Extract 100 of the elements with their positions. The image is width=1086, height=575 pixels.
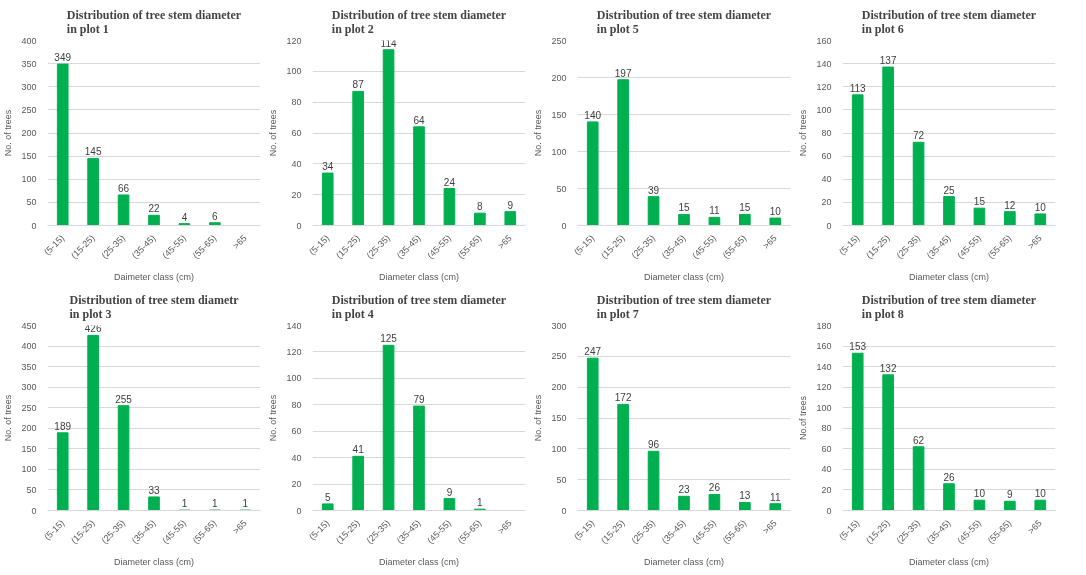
data-label: 255 <box>115 393 133 405</box>
data-label: 125 <box>380 333 398 345</box>
data-label: 10 <box>1034 488 1047 500</box>
y-tick-label: 100 <box>551 443 567 454</box>
y-tick-label: 100 <box>21 174 37 185</box>
x-axis-title: Diameter class (cm) <box>909 272 990 283</box>
data-label: 15 <box>739 202 751 214</box>
chart-title: Distribution of tree stem diameter in plot 2 <box>331 7 507 36</box>
data-label: 153 <box>849 341 867 353</box>
chart-title: Distribution of tree stem diameter in plot 8 <box>861 292 1037 321</box>
data-label: 172 <box>614 392 632 404</box>
x-tick-label: >65 <box>760 232 779 251</box>
data-label: 197 <box>614 67 632 79</box>
y-tick-label: 300 <box>21 81 37 92</box>
y-axis-title: No. of trees <box>3 109 14 157</box>
data-label: 15 <box>678 202 690 214</box>
data-label: 26 <box>708 482 721 494</box>
x-tick-label: >65 <box>1025 517 1044 536</box>
x-axis-title: Diameter class (cm) <box>379 557 460 568</box>
y-tick-label: 40 <box>821 174 832 185</box>
chart-title: Distribution of tree stem diameter in plot 5 <box>596 7 772 36</box>
chart-title: Distribution of tree stem diameter in plot 7 <box>596 292 772 321</box>
x-tick-label: >65 <box>1025 232 1044 251</box>
y-axis-title: No. of trees <box>533 109 544 157</box>
y-tick-label: 350 <box>21 58 37 69</box>
data-label: 26 <box>943 471 955 483</box>
x-axis-title: Diameter class (cm) <box>644 557 725 568</box>
y-tick-label: 50 <box>556 474 567 485</box>
y-tick-label: 50 <box>26 197 37 208</box>
chart-title: Distribution of tree stem diametr in plot 3 <box>69 292 240 321</box>
data-label: 79 <box>413 394 425 406</box>
chart-title: Distribution of tree stem diameter in plot 1 <box>66 7 242 36</box>
y-tick-label: 100 <box>286 373 302 384</box>
data-label: 5 <box>324 491 331 503</box>
y-tick-label: 60 <box>821 443 832 454</box>
data-label: 64 <box>413 114 425 126</box>
y-tick-label: 0 <box>561 505 567 516</box>
y-tick-label: 50 <box>556 183 567 194</box>
data-label: 13 <box>739 490 751 502</box>
y-tick-label: 100 <box>551 146 567 157</box>
data-label: 113 <box>849 82 867 94</box>
y-tick-label: 180 <box>816 320 832 331</box>
x-axis-title: Diameter class (cm) <box>379 272 460 283</box>
x-tick-label: >65 <box>230 232 249 251</box>
y-tick-label: 0 <box>31 505 37 516</box>
y-tick-label: 20 <box>821 197 832 208</box>
y-tick-label: 0 <box>296 220 302 231</box>
data-label: 96 <box>648 439 660 451</box>
data-label: 132 <box>879 362 897 374</box>
y-tick-label: 60 <box>291 128 302 138</box>
y-tick-label: 300 <box>551 320 567 331</box>
data-label: 9 <box>1007 489 1014 501</box>
data-label: 72 <box>913 130 925 142</box>
y-axis-title: No. of trees <box>268 109 279 157</box>
y-tick-label: 200 <box>21 423 37 434</box>
y-axis-title: No.of trees <box>798 395 809 441</box>
y-axis-title: No. of trees <box>268 394 279 442</box>
y-tick-label: 80 <box>821 128 832 138</box>
data-label: 10 <box>769 206 782 218</box>
x-axis-title: Diameter class (cm) <box>114 557 195 568</box>
y-tick-label: 150 <box>551 109 567 120</box>
y-tick-label: 20 <box>291 189 302 200</box>
y-tick-label: 450 <box>21 320 37 331</box>
data-label: 41 <box>352 444 365 456</box>
y-tick-label: 120 <box>286 346 302 357</box>
y-tick-label: 150 <box>551 413 567 423</box>
y-tick-label: 120 <box>816 81 832 92</box>
y-tick-label: 150 <box>21 151 37 162</box>
y-tick-label: 40 <box>291 452 302 463</box>
data-label: 10 <box>973 488 986 500</box>
x-tick-label: >65 <box>230 517 249 536</box>
y-tick-label: 40 <box>291 158 302 169</box>
y-tick-label: 250 <box>551 351 567 362</box>
y-tick-label: 60 <box>821 151 832 162</box>
y-tick-label: 250 <box>21 402 37 413</box>
y-tick-label: 40 <box>821 464 832 475</box>
chart-title: Distribution of tree stem diameter in plot 4 <box>331 292 507 321</box>
data-label: 25 <box>943 184 955 196</box>
data-label: 8 <box>477 201 484 213</box>
y-tick-label: 100 <box>816 104 832 115</box>
y-tick-label: 60 <box>291 426 302 437</box>
y-tick-label: 80 <box>821 423 832 434</box>
y-tick-label: 120 <box>286 35 302 46</box>
y-tick-label: 0 <box>826 505 832 516</box>
data-label: 1 <box>212 498 219 510</box>
y-tick-label: 0 <box>561 220 567 231</box>
y-tick-label: 160 <box>816 35 832 46</box>
data-label: 6 <box>212 210 219 222</box>
data-label: 1 <box>242 498 249 510</box>
x-tick-label: >65 <box>760 517 779 536</box>
y-tick-label: 300 <box>21 382 37 393</box>
y-tick-label: 50 <box>26 484 37 495</box>
y-tick-label: 140 <box>286 320 302 331</box>
y-tick-label: 0 <box>296 505 302 516</box>
y-axis-title: No. of trees <box>3 394 14 442</box>
y-tick-label: 250 <box>21 104 37 115</box>
y-tick-label: 200 <box>551 72 567 83</box>
y-axis-title: No. of trees <box>798 109 809 157</box>
y-tick-label: 80 <box>291 97 302 108</box>
y-tick-label: 400 <box>21 341 37 352</box>
